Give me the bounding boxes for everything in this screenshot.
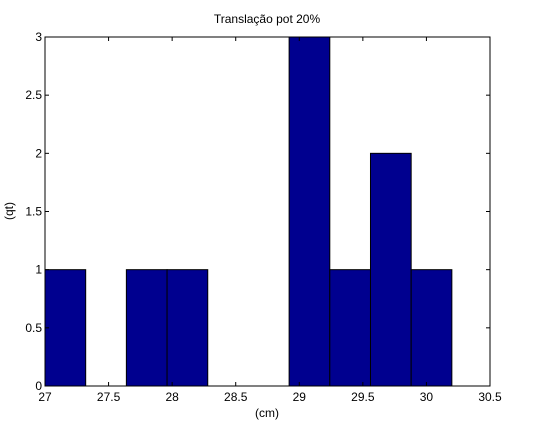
y-tick-label-2: 1 (35, 263, 42, 277)
y-tick-label-0: 0 (35, 379, 42, 393)
plot-frame (44, 36, 491, 387)
histogram-bar-9 (410, 269, 453, 387)
x-tick-label-1: 27.5 (97, 390, 121, 404)
x-tick-label-4: 29 (293, 390, 307, 404)
chart-title: Translação pot 20% (214, 12, 321, 26)
bars-layer (44, 36, 453, 387)
y-tick-label-6: 3 (35, 30, 42, 44)
histogram-bar-8 (369, 152, 412, 387)
y-tick-label-4: 2 (35, 146, 42, 160)
x-tick-label-7: 30.5 (478, 390, 502, 404)
x-tick-label-3: 28.5 (224, 390, 248, 404)
histogram-bar-6 (288, 36, 331, 387)
x-tick-label-5: 29.5 (351, 390, 375, 404)
y-axis-label: (qt) (2, 202, 16, 220)
y-tick-label-3: 1.5 (25, 205, 42, 219)
x-tick-label-2: 28 (165, 390, 179, 404)
histogram-bar-0 (44, 269, 87, 387)
x-axis-label: (cm) (255, 406, 279, 420)
histogram-bar-2 (125, 269, 168, 387)
histogram-bar-7 (329, 269, 371, 387)
x-tick-label-6: 30 (420, 390, 434, 404)
histogram-bar-3 (166, 269, 209, 387)
y-tick-label-1: 0.5 (25, 321, 42, 335)
y-tick-label-5: 2.5 (25, 88, 42, 102)
x-tick-label-0: 27 (38, 390, 52, 404)
tick-labels-layer: 27 27.5 28 28.5 29 29.5 30 30.5 0 0.5 1 1.5 2 2.5 3 (25, 30, 502, 404)
